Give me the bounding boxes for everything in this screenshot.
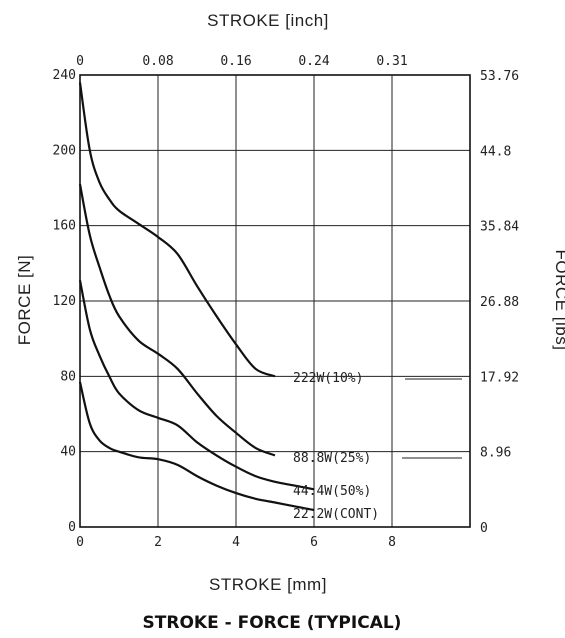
bottom-axis-title: STROKE [mm] — [209, 575, 327, 594]
series-line-1 — [78, 82, 276, 378]
x-tick-label: 2 — [154, 535, 162, 550]
x-tick-label: 0 — [76, 535, 84, 550]
y2-tick-label: 44.8 — [480, 144, 511, 159]
x-tick-label: 8 — [388, 535, 396, 550]
y-tick-label: 160 — [53, 219, 76, 234]
x2-tick-label: 0.31 — [376, 54, 407, 69]
y-tick-label: 120 — [53, 294, 76, 309]
y2-tick-label: 8.96 — [480, 446, 511, 461]
x2-tick-label: 0.16 — [220, 54, 251, 69]
series-label-3: 44.4W(50%) — [293, 484, 371, 499]
series-label-2: 88.8W(25%) — [293, 451, 371, 466]
curve-layer — [78, 82, 315, 512]
series-line-3 — [78, 280, 315, 491]
x-tick-label: 4 — [232, 535, 240, 550]
y-tick-label: 40 — [60, 445, 76, 460]
y2-tick-label: 0 — [480, 521, 488, 536]
y-tick-label: 200 — [53, 143, 76, 158]
y2-tick-label: 35.84 — [480, 220, 519, 235]
x2-tick-label: 0.24 — [298, 54, 329, 69]
y2-tick-label: 26.88 — [480, 295, 519, 310]
chart-title: STROKE - FORCE (TYPICAL) — [143, 613, 402, 633]
series-label-layer: 222W(10%) 88.8W(25%) 44.4W(50%) 22.2W(CONT) — [293, 371, 462, 522]
top-axis-title: STROKE [inch] — [207, 11, 329, 30]
y-tick-label: 0 — [68, 520, 76, 535]
series-label-4: 22.2W(CONT) — [293, 507, 379, 522]
series-line-2 — [78, 183, 276, 457]
series-label-1: 222W(10%) — [293, 371, 363, 386]
left-axis-title: FORCE [N] — [15, 255, 34, 345]
grid-layer — [80, 75, 470, 527]
plot-frame — [79, 74, 471, 528]
x-tick-label: 6 — [310, 535, 318, 550]
y-tick-label: 240 — [53, 68, 76, 83]
right-axis-title: FORCE [lbs] — [552, 250, 565, 351]
y-tick-label: 80 — [60, 369, 76, 384]
x2-tick-label: 0 — [76, 54, 84, 69]
x2-tick-label: 0.08 — [142, 54, 173, 69]
y2-tick-label: 53.76 — [480, 69, 519, 84]
y2-tick-label: 17.92 — [480, 370, 519, 385]
series-line-4 — [78, 381, 315, 512]
tick-layer: 0 2 4 6 80 0.08 0.16 0.24 0.31040801201602002400… — [53, 54, 520, 550]
